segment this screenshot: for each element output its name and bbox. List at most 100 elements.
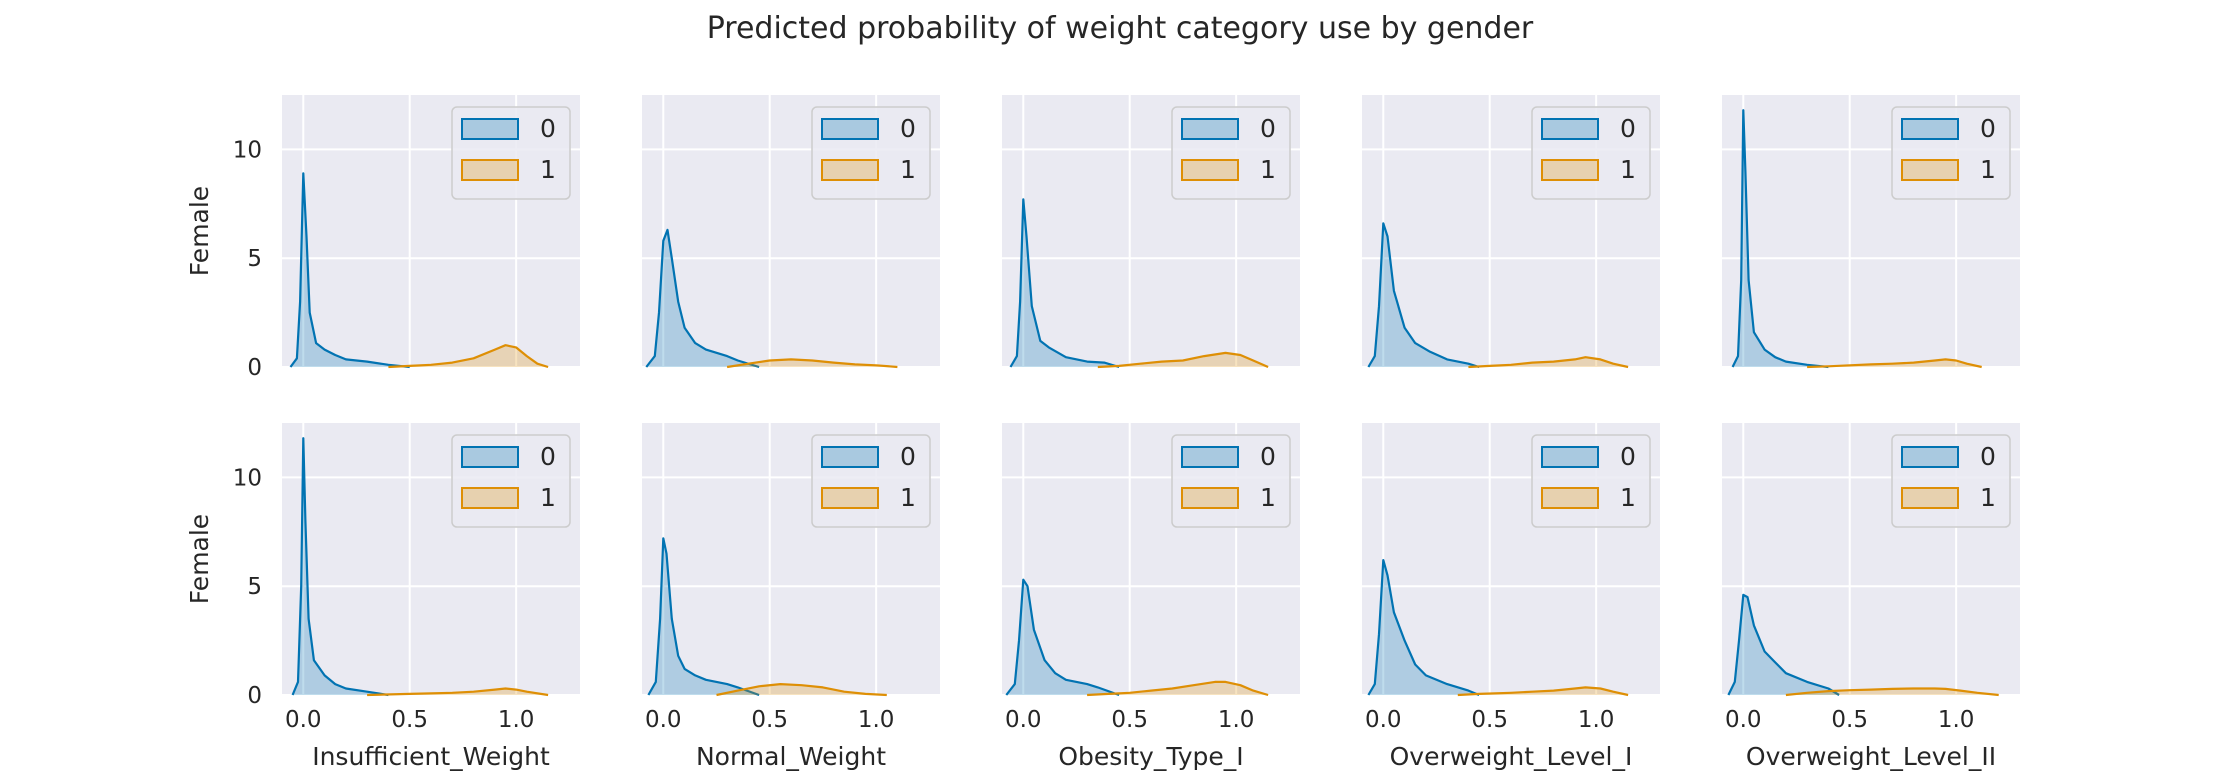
legend-swatch-series-1 xyxy=(821,159,879,181)
legend-label-series-0: 0 xyxy=(1980,442,1996,471)
legend-label-series-0: 0 xyxy=(1620,442,1636,471)
kde-area-series-0 xyxy=(1368,223,1480,367)
legend-swatch-series-1 xyxy=(1181,159,1239,181)
kde-line-series-0 xyxy=(1727,593,1840,696)
kde-line-series-0 xyxy=(289,172,410,369)
legend-label-series-0: 0 xyxy=(1620,114,1636,143)
kde-area-series-1 xyxy=(388,345,549,367)
legend-swatch-series-0 xyxy=(821,118,879,140)
panel-r1-c3: 0 1 0.0 0.5 1.0 Overweight_Level_I xyxy=(1362,423,1660,771)
legend-box xyxy=(1531,434,1651,528)
x-axis-label: Normal_Weight xyxy=(696,742,886,771)
x-tick-label: 0.5 xyxy=(391,707,428,733)
legend-swatch-series-0 xyxy=(1181,118,1239,140)
legend-box xyxy=(1891,434,2011,528)
kde-line-series-0 xyxy=(1005,578,1120,697)
legend-label-series-1: 1 xyxy=(1620,155,1636,184)
kde-line-series-1 xyxy=(726,358,898,369)
kde-area-series-1 xyxy=(367,688,549,695)
legend-box xyxy=(1891,106,2011,200)
legend-label-series-0: 0 xyxy=(1980,114,1996,143)
panel-r0-c3: 01 xyxy=(1362,95,1660,369)
legend-label-series-0: 0 xyxy=(900,442,916,471)
legend-label-series-1: 1 xyxy=(540,155,556,184)
y-tick-label: 10 xyxy=(233,137,262,163)
legend-label-series-1: 1 xyxy=(1980,483,1996,512)
kde-area-series-0 xyxy=(648,538,760,695)
kde-line-series-1 xyxy=(367,687,549,697)
y-tick-label: 10 xyxy=(233,465,262,491)
kde-area-series-0 xyxy=(1006,579,1120,695)
legend-swatch-series-1 xyxy=(461,159,519,181)
x-axis-label: Overweight_Level_II xyxy=(1746,742,1996,771)
legend-swatch-series-0 xyxy=(461,446,519,468)
kde-line-series-0 xyxy=(291,437,389,697)
panel-r1-c4: 0 1 0.0 0.5 1.0 Overweight_Level_II xyxy=(1722,423,2020,771)
kde-line-series-1 xyxy=(1468,356,1629,369)
legend-label-series-1: 1 xyxy=(1260,155,1276,184)
x-axis-label: Insufficient_Weight xyxy=(312,742,550,771)
x-axis-label: Overweight_Level_I xyxy=(1390,742,1633,771)
kde-area-series-0 xyxy=(292,438,389,695)
legend-label-series-1: 1 xyxy=(1260,483,1276,512)
kde-line-series-1 xyxy=(1807,358,1982,369)
legend-label-series-0: 0 xyxy=(540,442,556,471)
legend-swatch-series-1 xyxy=(1541,487,1599,509)
legend-label-series-0: 0 xyxy=(1260,114,1276,143)
legend-swatch-series-0 xyxy=(821,446,879,468)
legend-label-series-0: 0 xyxy=(1260,442,1276,471)
kde-line-series-0 xyxy=(645,228,760,369)
kde-line-series-1 xyxy=(1457,686,1629,697)
legend-label-series-1: 1 xyxy=(900,483,916,512)
legend-box xyxy=(1531,106,1651,200)
legend-box xyxy=(451,434,571,528)
panel-r0-c2: 01 xyxy=(1002,95,1300,369)
kde-area-series-0 xyxy=(1728,594,1840,695)
x-axis-label: Obesity_Type_I xyxy=(1058,742,1243,771)
legend-swatch-series-0 xyxy=(1541,446,1599,468)
kde-area-series-0 xyxy=(1732,110,1829,367)
y-tick-label: 5 xyxy=(247,246,262,272)
legend-swatch-series-1 xyxy=(821,487,879,509)
legend-swatch-series-1 xyxy=(1901,159,1959,181)
panel-r1-c0: 0 1 0.0 0.5 1.0 Insufficient_Weight 0 5 10 Female xyxy=(185,423,580,771)
x-tick-label: 0.5 xyxy=(751,707,788,733)
x-tick-label: 0.0 xyxy=(1365,707,1402,733)
x-tick-label: 0.0 xyxy=(645,707,682,733)
kde-area-series-0 xyxy=(290,173,410,367)
legend-box xyxy=(811,434,931,528)
x-tick-label: 0.0 xyxy=(285,707,322,733)
kde-area-series-0 xyxy=(646,229,760,367)
y-tick-label: 0 xyxy=(247,683,262,709)
panel-r1-c2: 0 1 0.0 0.5 1.0 Obesity_Type_I xyxy=(1002,423,1300,771)
panel-r1-c1: 0 1 0.0 0.5 1.0 Normal_Weight xyxy=(642,423,940,771)
panel-r0-c1: 01 xyxy=(642,95,940,369)
y-tick-label: 0 xyxy=(247,355,262,381)
kde-line-series-1 xyxy=(716,683,887,697)
kde-line-series-0 xyxy=(1367,559,1480,697)
legend-swatch-series-0 xyxy=(1541,118,1599,140)
legend-label-series-1: 1 xyxy=(540,483,556,512)
x-tick-label: 0.5 xyxy=(1831,707,1868,733)
kde-area-series-1 xyxy=(1097,352,1269,367)
kde-line-series-1 xyxy=(1785,687,1999,697)
panel-r0-c4: 01 xyxy=(1722,95,2020,369)
legend-box xyxy=(811,106,931,200)
x-tick-label: 0.0 xyxy=(1005,707,1042,733)
x-tick-label: 1.0 xyxy=(1938,707,1975,733)
kde-area-series-1 xyxy=(1785,688,1999,695)
kde-area-series-0 xyxy=(1010,199,1120,367)
legend-box xyxy=(1171,106,1291,200)
x-tick-label: 0.5 xyxy=(1111,707,1148,733)
legend-swatch-series-0 xyxy=(1901,118,1959,140)
kde-line-series-1 xyxy=(1097,351,1269,369)
y-axis-label: Female xyxy=(185,186,214,276)
kde-area-series-1 xyxy=(1807,359,1982,367)
kde-line-series-1 xyxy=(1087,680,1269,697)
kde-line-series-0 xyxy=(647,537,760,697)
legend-label-series-0: 0 xyxy=(540,114,556,143)
kde-line-series-0 xyxy=(1009,198,1120,369)
legend-swatch-series-1 xyxy=(1541,159,1599,181)
x-tick-label: 1.0 xyxy=(498,707,535,733)
